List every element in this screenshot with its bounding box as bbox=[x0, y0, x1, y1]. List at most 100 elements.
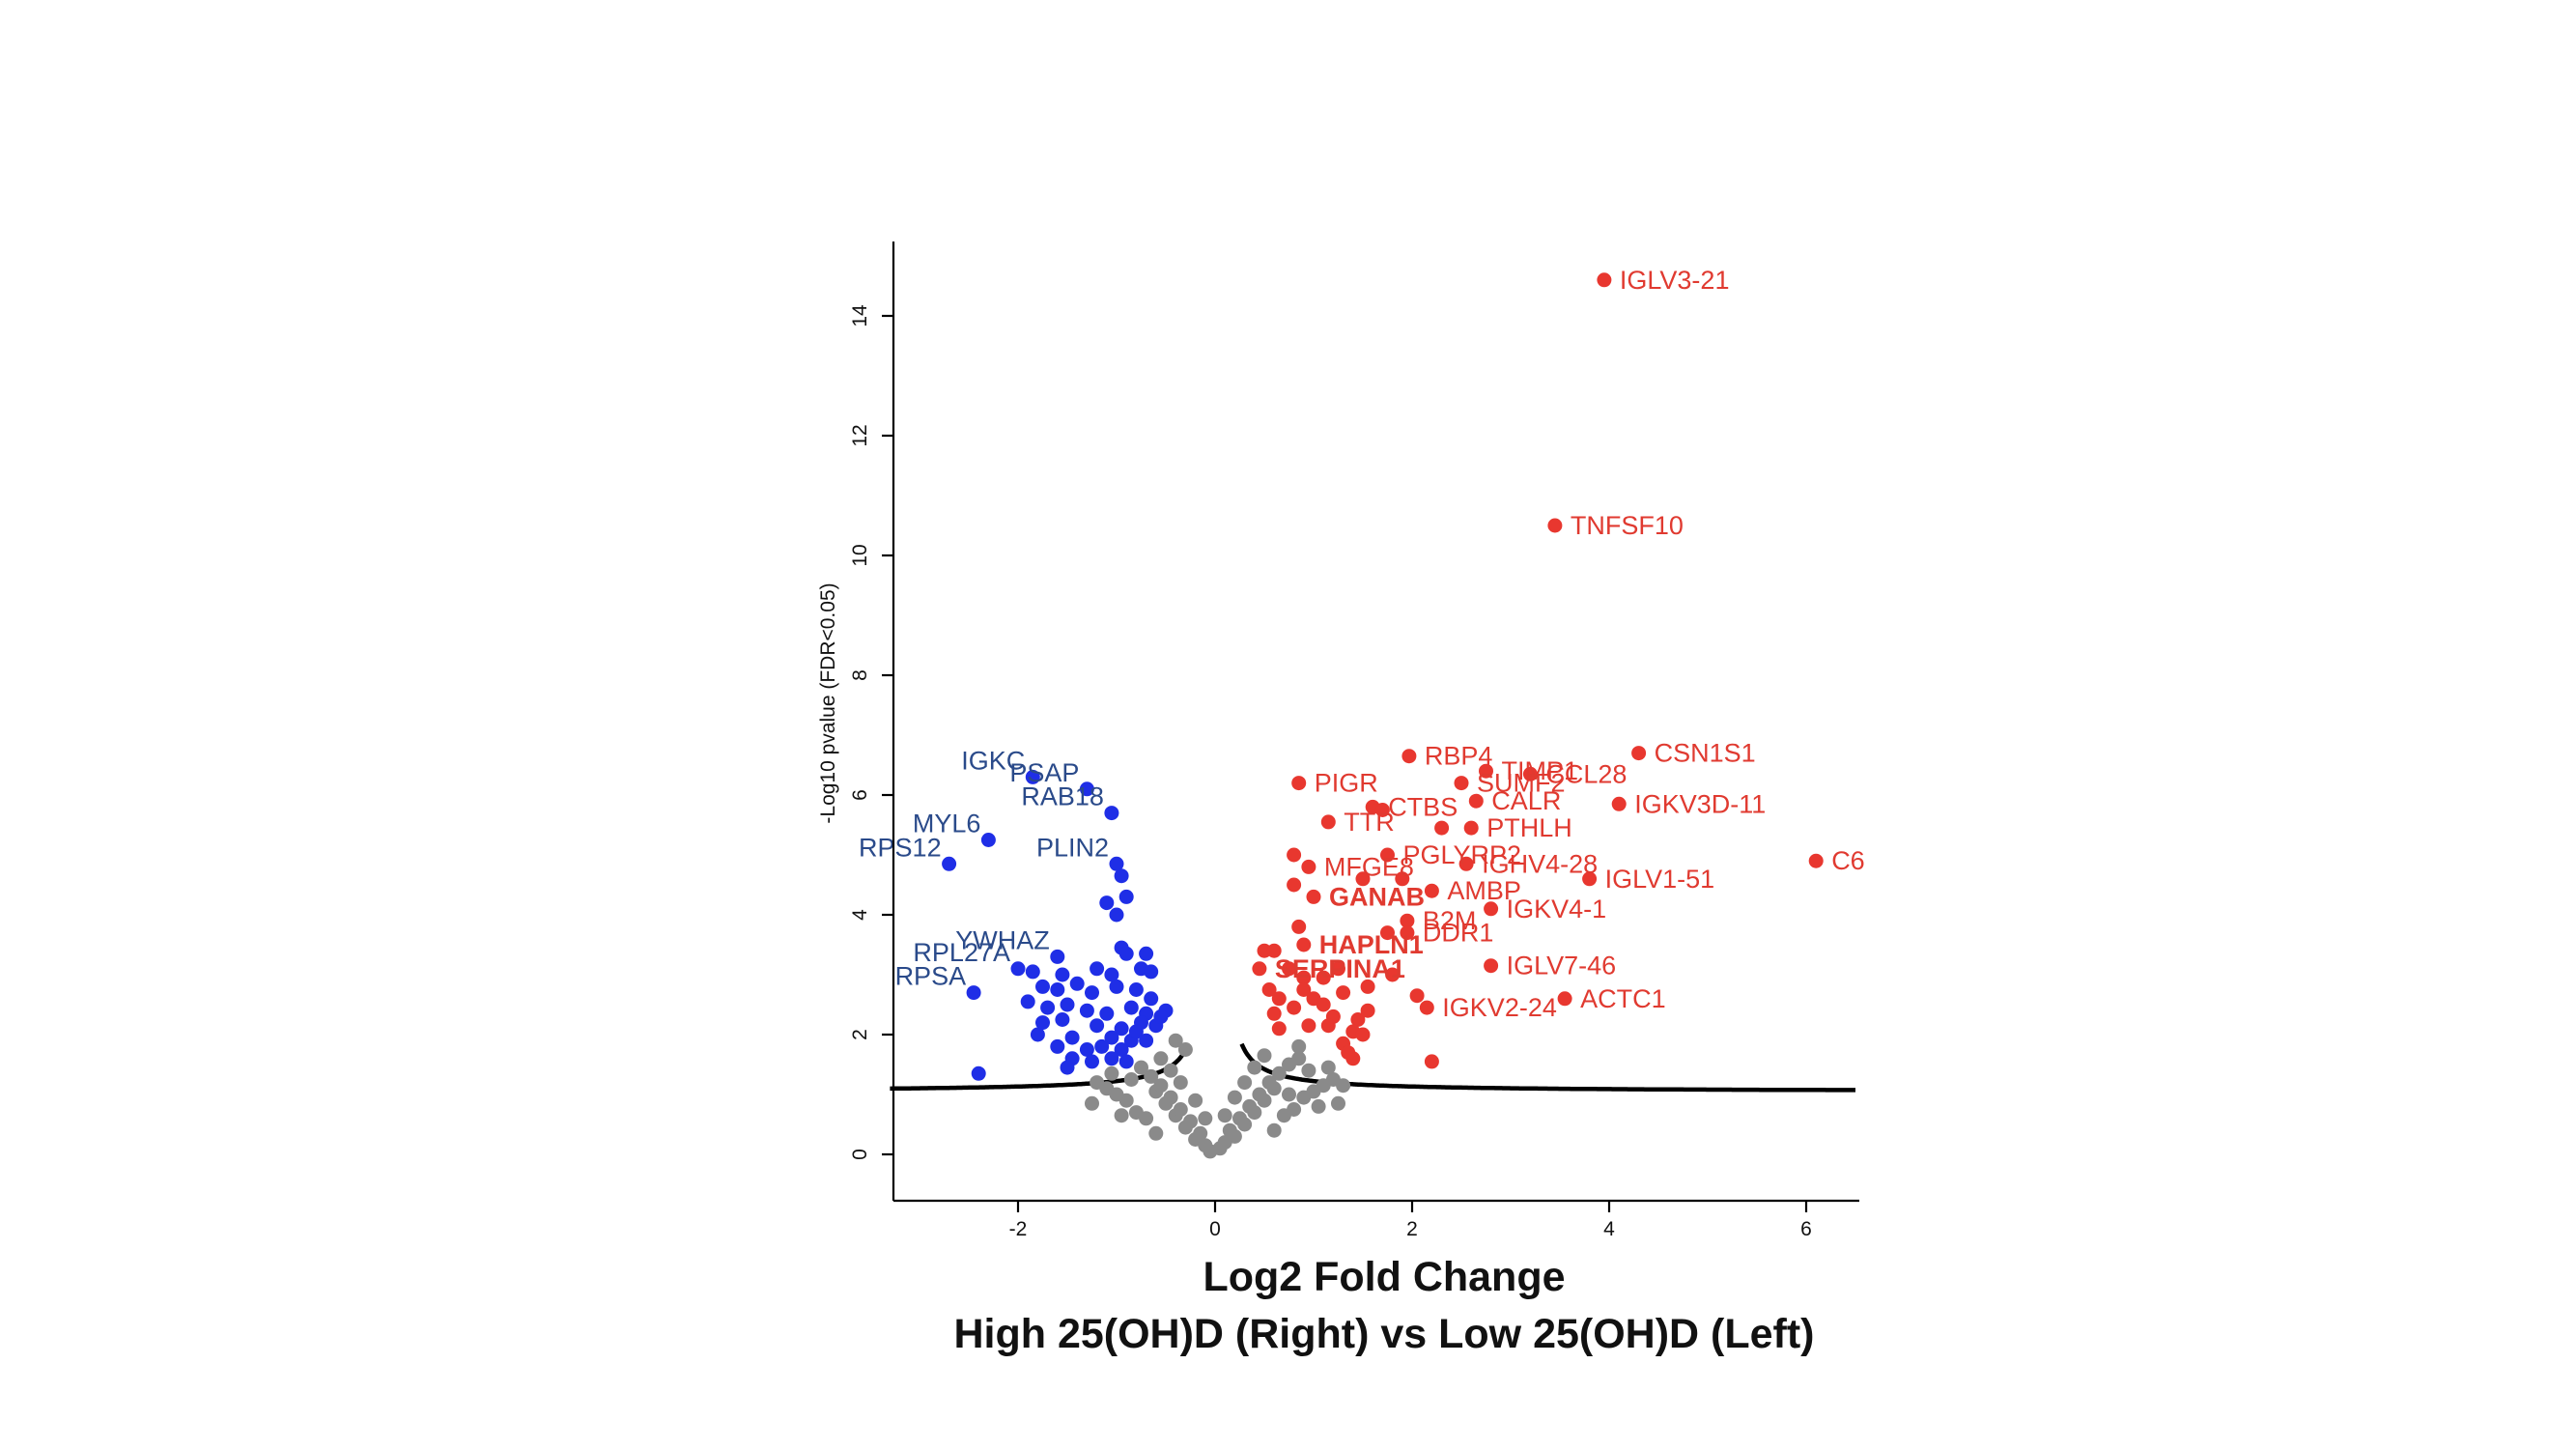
gene-label: IGKV3D-11 bbox=[1634, 789, 1766, 818]
data-point bbox=[1597, 272, 1612, 288]
data-point bbox=[1320, 814, 1336, 830]
data-point bbox=[1148, 1125, 1164, 1141]
gene-label: CTBS bbox=[1388, 792, 1458, 821]
data-point bbox=[1287, 1000, 1302, 1015]
data-point bbox=[1484, 958, 1499, 974]
data-point bbox=[1266, 943, 1282, 958]
data-point bbox=[1320, 1018, 1336, 1034]
y-tick-label: 10 bbox=[849, 544, 871, 566]
data-point bbox=[1341, 1045, 1356, 1061]
gene-label: PIGR bbox=[1315, 769, 1378, 798]
ticks: -2 0 2 4 6 0 2 4 6 8 10 12 14 bbox=[849, 304, 1812, 1240]
data-point bbox=[1123, 1072, 1139, 1087]
data-point bbox=[1104, 1065, 1119, 1081]
data-point bbox=[1252, 961, 1267, 977]
data-point bbox=[1400, 925, 1415, 941]
data-point bbox=[1400, 913, 1415, 928]
gene-label: PGLYRP2 bbox=[1403, 840, 1522, 869]
data-point bbox=[1287, 877, 1302, 893]
data-point bbox=[1296, 970, 1312, 985]
gene-label: IGLV1-51 bbox=[1605, 865, 1715, 894]
x-tick-label: 6 bbox=[1800, 1218, 1812, 1240]
y-axis-label: -Log10 pvalue (FDR<0.05) bbox=[817, 582, 839, 823]
gene-label: DDR1 bbox=[1423, 919, 1494, 948]
gene-label: TNFSF10 bbox=[1571, 511, 1684, 540]
data-point bbox=[1631, 746, 1647, 761]
gene-label: RPL27A bbox=[913, 938, 1010, 967]
data-point bbox=[1282, 961, 1296, 977]
data-point bbox=[1468, 793, 1484, 809]
data-point bbox=[1168, 1033, 1183, 1048]
data-point bbox=[1144, 1068, 1159, 1084]
gene-label: GANAB bbox=[1329, 882, 1425, 911]
gene-label: B2M bbox=[1423, 906, 1477, 935]
gene-label: MFGE8 bbox=[1324, 852, 1414, 881]
y-tick-label: 4 bbox=[849, 909, 871, 921]
data-point bbox=[1409, 988, 1425, 1004]
data-point bbox=[1060, 997, 1075, 1012]
data-point bbox=[1291, 1051, 1307, 1066]
data-point bbox=[1139, 946, 1154, 961]
data-point bbox=[1424, 1054, 1439, 1069]
data-point bbox=[1177, 1042, 1193, 1057]
data-point bbox=[1808, 853, 1824, 868]
data-point bbox=[1128, 1105, 1144, 1121]
gene-label: AMBP bbox=[1447, 876, 1521, 905]
data-point bbox=[1085, 985, 1099, 1001]
data-point bbox=[1484, 901, 1499, 917]
data-point bbox=[1282, 1087, 1296, 1102]
data-point bbox=[1252, 1087, 1267, 1102]
significance-threshold bbox=[890, 1042, 1855, 1093]
data-point bbox=[1114, 1021, 1129, 1037]
data-point bbox=[1104, 1051, 1119, 1066]
data-point bbox=[942, 856, 957, 871]
gene-label: IGKV2-24 bbox=[1442, 993, 1557, 1022]
gene-label: IGKV4-1 bbox=[1507, 895, 1607, 923]
x-tick-label: -2 bbox=[1009, 1218, 1028, 1240]
data-point bbox=[1401, 749, 1417, 764]
data-point bbox=[1336, 1078, 1351, 1094]
gene-label: RBP4 bbox=[1425, 742, 1493, 771]
data-point bbox=[1301, 1018, 1316, 1034]
data-point bbox=[1064, 1030, 1080, 1045]
threshold-curve-left bbox=[890, 1042, 1191, 1092]
gene-label: SERPINA1 bbox=[1275, 954, 1405, 983]
data-point bbox=[1025, 769, 1040, 784]
data-point bbox=[1128, 982, 1144, 997]
data-point bbox=[1316, 970, 1331, 985]
data-point bbox=[1287, 847, 1302, 863]
data-point bbox=[1222, 1122, 1237, 1138]
data-point bbox=[1395, 871, 1410, 887]
gene-label: RAB18 bbox=[1021, 782, 1104, 811]
data-point bbox=[1266, 1006, 1282, 1021]
data-point bbox=[1099, 895, 1115, 911]
data-point bbox=[1055, 967, 1070, 982]
data-point bbox=[1522, 766, 1538, 781]
data-point bbox=[1306, 889, 1321, 904]
gene-label: PLIN2 bbox=[1036, 833, 1109, 862]
data-point bbox=[1153, 1009, 1169, 1024]
data-point bbox=[1090, 961, 1105, 977]
data-point bbox=[1291, 776, 1307, 791]
data-point bbox=[1114, 868, 1129, 884]
gene-label: IGHV4-28 bbox=[1482, 849, 1598, 878]
data-point bbox=[1114, 1108, 1129, 1123]
x-axis-label-line1: Log2 Fold Change bbox=[1203, 1254, 1565, 1300]
gene-label: ACTC1 bbox=[1580, 984, 1666, 1013]
data-point bbox=[1173, 1075, 1188, 1091]
data-point bbox=[1050, 1038, 1065, 1054]
data-point bbox=[1331, 961, 1345, 977]
data-point bbox=[1163, 1063, 1178, 1078]
x-tick-label: 4 bbox=[1603, 1218, 1615, 1240]
data-point bbox=[1271, 1021, 1287, 1037]
x-axis-label-line2: High 25(OH)D (Right) vs Low 25(OH)D (Lef… bbox=[953, 1311, 1814, 1357]
data-point bbox=[1050, 949, 1065, 964]
data-point bbox=[1271, 991, 1287, 1007]
data-point bbox=[1331, 1095, 1345, 1111]
gene-label: PTHLH bbox=[1486, 813, 1572, 842]
data-point bbox=[1085, 1095, 1099, 1111]
data-point bbox=[1419, 1000, 1434, 1015]
data-point bbox=[1085, 1054, 1099, 1069]
y-tick-label: 14 bbox=[849, 304, 871, 327]
